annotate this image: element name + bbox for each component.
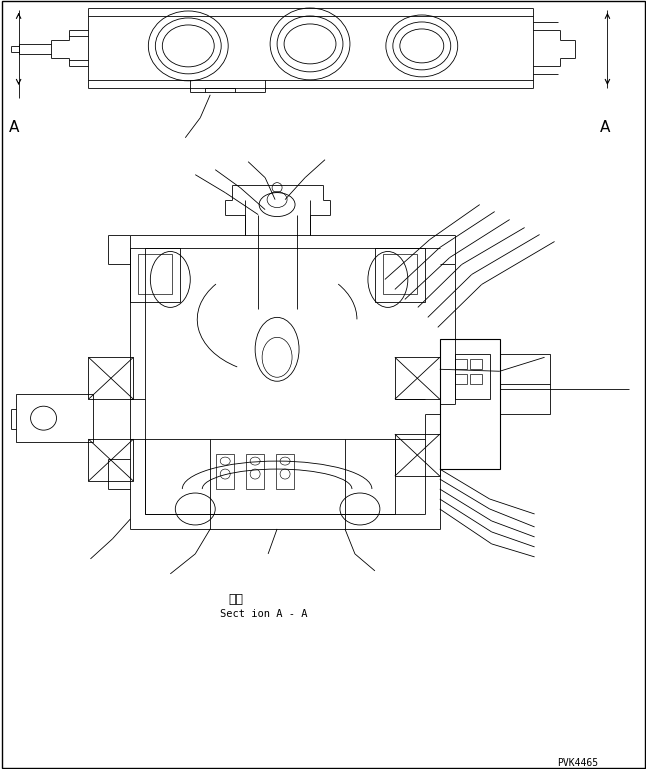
Text: Sect ion A - A: Sect ion A - A [220, 609, 308, 619]
Bar [131, 247, 181, 302]
Text: PVK4465: PVK4465 [558, 759, 598, 769]
Bar [395, 357, 440, 399]
Bar [89, 357, 133, 399]
Bar [440, 339, 499, 469]
Bar [89, 439, 133, 481]
Text: A: A [600, 120, 610, 135]
Bar [246, 454, 264, 489]
Bar [455, 359, 466, 369]
Text: A: A [8, 120, 19, 135]
Bar [138, 254, 172, 295]
Bar [499, 355, 549, 414]
Bar [395, 434, 440, 476]
Bar [470, 359, 481, 369]
Bar [276, 454, 294, 489]
Bar [455, 374, 466, 384]
Bar [383, 254, 417, 295]
Bar [455, 355, 490, 399]
Bar [216, 454, 234, 489]
Bar [470, 374, 481, 384]
Bar [375, 247, 425, 302]
Text: 断面: 断面 [228, 593, 243, 606]
Bar [16, 394, 93, 442]
